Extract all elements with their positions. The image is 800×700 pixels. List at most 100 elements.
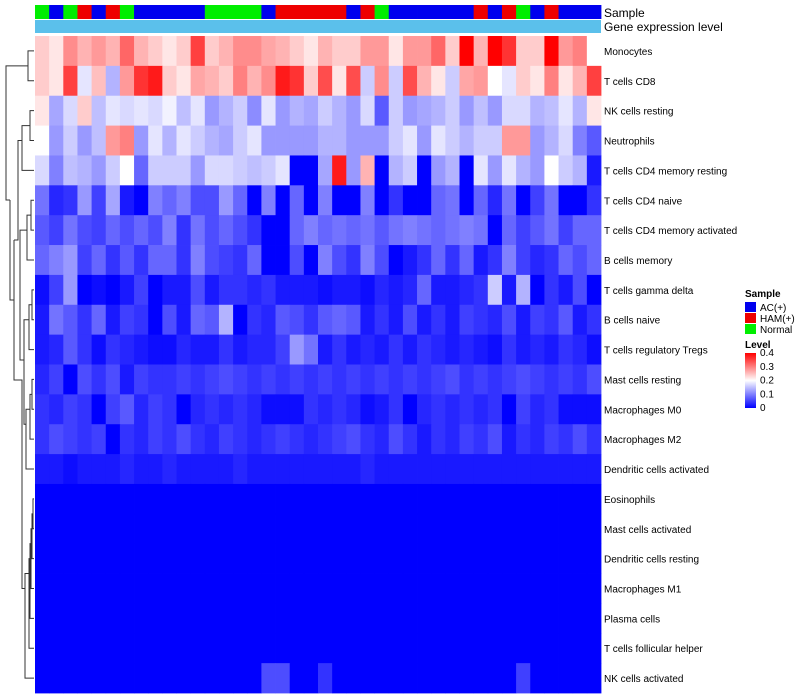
heatmap-cell xyxy=(402,125,418,156)
row-label: Mast cells activated xyxy=(604,525,691,536)
heatmap-cell xyxy=(49,95,64,126)
heatmap-cell xyxy=(530,603,545,634)
heatmap-cell xyxy=(218,274,234,306)
heatmap-cell xyxy=(360,364,375,395)
heatmap-cell xyxy=(374,125,390,156)
heatmap-cell xyxy=(544,95,559,126)
heatmap-cell xyxy=(91,185,107,216)
heatmap-cell xyxy=(77,65,92,97)
heatmap-cell xyxy=(261,663,276,694)
heatmap-cell xyxy=(303,603,319,634)
sample-annotation-cell xyxy=(516,5,531,19)
heatmap-cell xyxy=(459,603,475,634)
heatmap-cell xyxy=(374,364,390,395)
heatmap-cell xyxy=(247,36,262,67)
heatmap-cell xyxy=(77,36,92,67)
heatmap-cell xyxy=(516,543,531,574)
heatmap-cell xyxy=(289,603,305,634)
heatmap-cell xyxy=(35,95,50,126)
row-label: Macrophages M0 xyxy=(604,405,682,416)
heatmap-cell xyxy=(544,603,559,634)
heatmap-cell xyxy=(572,65,588,97)
heatmap-cell xyxy=(332,394,347,425)
legend-label-ac: AC(+) xyxy=(760,303,786,314)
heatmap-cell xyxy=(346,573,361,604)
heatmap-cell xyxy=(586,364,602,395)
heatmap-cell xyxy=(402,155,418,186)
heatmap-cell xyxy=(261,633,276,664)
heatmap-cell xyxy=(176,36,192,67)
heatmap-cell xyxy=(190,274,206,306)
heatmap-cell xyxy=(275,603,291,634)
heatmap-cell xyxy=(77,125,92,156)
row-label: B cells naive xyxy=(604,316,661,327)
heatmap-cell xyxy=(176,424,192,455)
heatmap-cell xyxy=(134,543,149,574)
heatmap-cell xyxy=(63,185,78,216)
heatmap-cell xyxy=(35,65,50,97)
heatmap-cell xyxy=(91,125,107,156)
heatmap-cell xyxy=(162,633,177,664)
heatmap-cell xyxy=(558,274,574,306)
sample-annotation-cell xyxy=(289,5,305,19)
heatmap-cell xyxy=(77,483,92,515)
heatmap-cell xyxy=(303,155,319,186)
heatmap-cell xyxy=(289,304,305,336)
heatmap-cell xyxy=(501,304,517,336)
heatmap-cell xyxy=(289,573,305,604)
row-label: Neutrophils xyxy=(604,137,655,148)
heatmap-cell xyxy=(261,36,276,67)
sample-annotation-cell xyxy=(91,5,107,19)
heatmap-cell xyxy=(374,95,390,126)
sample-annotation-cell xyxy=(501,5,517,19)
heatmap-cell xyxy=(289,483,305,515)
dendrogram-branch xyxy=(5,65,28,201)
heatmap-cell xyxy=(233,125,248,156)
heatmap-cell xyxy=(303,125,319,156)
heatmap-cell xyxy=(544,215,559,246)
heatmap-cell xyxy=(119,185,135,216)
heatmap-cell xyxy=(572,603,588,634)
heatmap-cell xyxy=(459,573,475,604)
heatmap-cell xyxy=(119,633,135,664)
heatmap-cell xyxy=(162,334,177,365)
heatmap-cell xyxy=(190,95,206,126)
heatmap-cell xyxy=(190,245,206,276)
heatmap-cell xyxy=(233,245,248,276)
heatmap-cell xyxy=(176,633,192,664)
heatmap-cell xyxy=(91,663,107,694)
heatmap-cell xyxy=(445,364,460,395)
heatmap-cell xyxy=(586,36,602,67)
heatmap-cell xyxy=(459,454,475,485)
heatmap-cell xyxy=(49,603,64,634)
heatmap-cell xyxy=(501,274,517,306)
heatmap-cell xyxy=(162,185,177,216)
heatmap-cell xyxy=(459,65,475,97)
heatmap-cell xyxy=(204,633,220,664)
dendrogram-branch xyxy=(30,528,34,589)
heatmap-cell xyxy=(63,125,78,156)
heatmap-cell xyxy=(318,304,333,336)
heatmap-cell xyxy=(190,663,206,694)
heatmap-cell xyxy=(119,573,135,604)
heatmap-cell xyxy=(176,394,192,425)
heatmap-cell xyxy=(134,394,149,425)
heatmap-cell xyxy=(402,185,418,216)
heatmap-cell xyxy=(516,603,531,634)
row-label: Dendritic cells resting xyxy=(604,555,699,566)
heatmap-cell xyxy=(318,274,333,306)
heatmap-cell xyxy=(516,274,531,306)
heatmap-cell xyxy=(119,663,135,694)
heatmap-cell xyxy=(35,543,50,574)
heatmap-cell xyxy=(572,424,588,455)
heatmap-cell xyxy=(303,633,319,664)
heatmap-cell xyxy=(275,394,291,425)
heatmap-cell xyxy=(445,36,460,67)
legend-level-ticks: 0.4 0.3 0.2 0.1 0 xyxy=(760,348,774,414)
legend: Sample AC(+) HAM(+) Normal Level 0.40.30… xyxy=(745,289,795,414)
heatmap-cell xyxy=(318,155,333,186)
heatmap-cell xyxy=(530,513,545,545)
heatmap-cell xyxy=(332,185,347,216)
heatmap-cell xyxy=(119,394,135,425)
heatmap-cell xyxy=(303,215,319,246)
